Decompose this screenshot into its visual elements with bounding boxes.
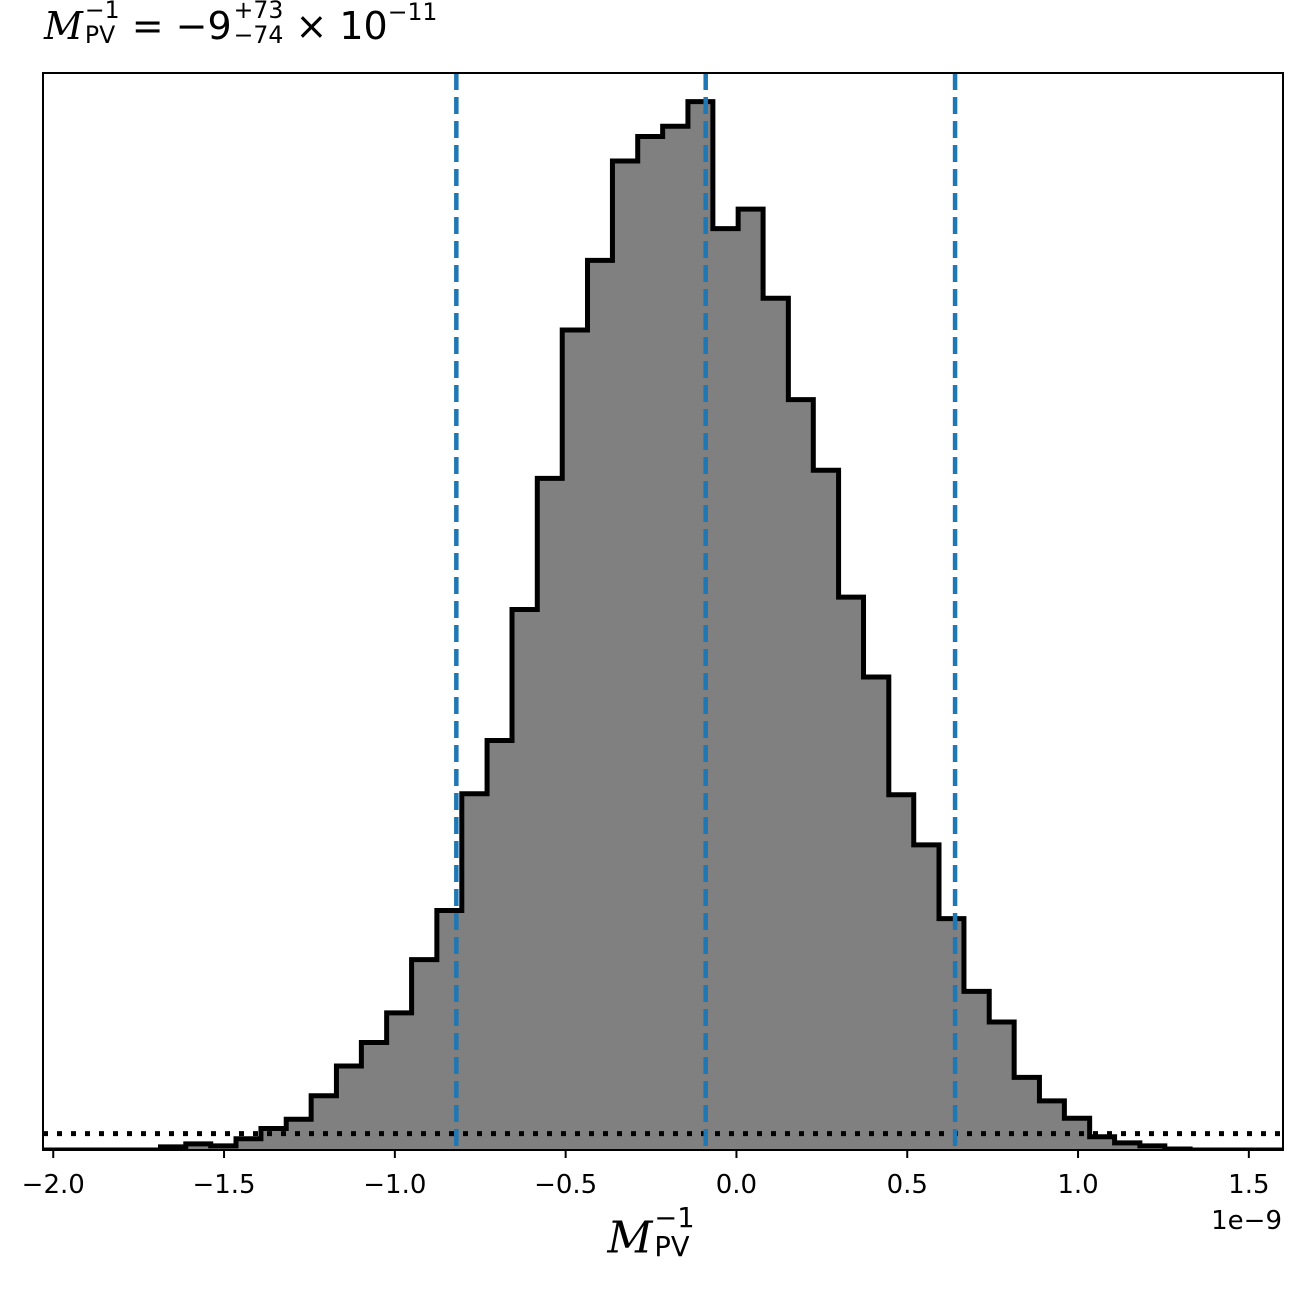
chart-title: M −1 PV = −9 +73 −74 × 10−11 — [44, 0, 437, 53]
title-upper: +73 — [233, 0, 284, 25]
x-axis-offset-text: 1e−9 — [1211, 1206, 1282, 1236]
histogram-bar — [913, 844, 940, 1150]
histogram-bar — [311, 1095, 337, 1150]
title-power: −11 — [387, 0, 438, 27]
histogram-bar — [712, 228, 739, 1150]
histogram-bar — [939, 918, 965, 1150]
histogram-bar — [612, 161, 639, 1150]
title-eq: = −9 — [119, 4, 232, 49]
histogram-bar — [687, 101, 714, 1150]
histogram-bar — [1089, 1136, 1116, 1150]
x-tick-label: −1.0 — [363, 1170, 426, 1200]
histogram-bar — [537, 478, 563, 1150]
x-tick-label: −0.5 — [534, 1170, 597, 1200]
histogram-bar — [512, 609, 538, 1150]
histogram-bar — [336, 1066, 362, 1150]
histogram-bar — [888, 794, 915, 1150]
histogram-outline — [43, 99, 1283, 1150]
x-tick-label: 1.5 — [1228, 1170, 1269, 1200]
title-times: × 10 — [283, 4, 388, 49]
x-tick-label: 0.0 — [716, 1170, 757, 1200]
histogram-bar — [461, 793, 488, 1150]
histogram-bar — [587, 260, 613, 1150]
histogram-bar — [963, 991, 990, 1150]
xlabel-symbol: M — [607, 1212, 653, 1264]
histogram-bar — [1039, 1100, 1065, 1150]
title-lower: −74 — [233, 20, 284, 49]
histogram-bar — [738, 209, 764, 1150]
histogram-bar — [1014, 1077, 1040, 1150]
histogram-bar — [863, 677, 890, 1150]
histogram-bar — [185, 1143, 212, 1150]
x-tick-label: 1.0 — [1057, 1170, 1098, 1200]
plot-frame — [42, 72, 1284, 1151]
histogram-bar — [487, 740, 513, 1150]
x-tick-label: −1.5 — [192, 1170, 255, 1200]
title-symbol: M — [44, 4, 83, 49]
histogram-bar — [788, 399, 814, 1150]
histogram-bar — [562, 329, 589, 1150]
histogram-bar — [1114, 1142, 1141, 1150]
histogram-bar — [411, 959, 438, 1150]
x-tick-label: −2.0 — [22, 1170, 85, 1200]
histogram-bar — [763, 298, 789, 1150]
histogram-bar — [813, 470, 840, 1150]
histogram-bar — [386, 1012, 413, 1150]
title-exp: −1 — [84, 0, 120, 25]
histogram-bar — [662, 126, 689, 1150]
xlabel-exp: −1 — [654, 1203, 695, 1235]
histogram-bar — [236, 1138, 262, 1150]
x-tick-label: 0.5 — [887, 1170, 928, 1200]
histogram-bar — [637, 136, 664, 1150]
xlabel-sub: PV — [654, 1231, 690, 1263]
histogram-bar — [838, 597, 865, 1150]
histogram-bar — [989, 1022, 1015, 1150]
x-axis-label: M −1 PV — [0, 1205, 1302, 1269]
title-sub: PV — [84, 20, 116, 49]
